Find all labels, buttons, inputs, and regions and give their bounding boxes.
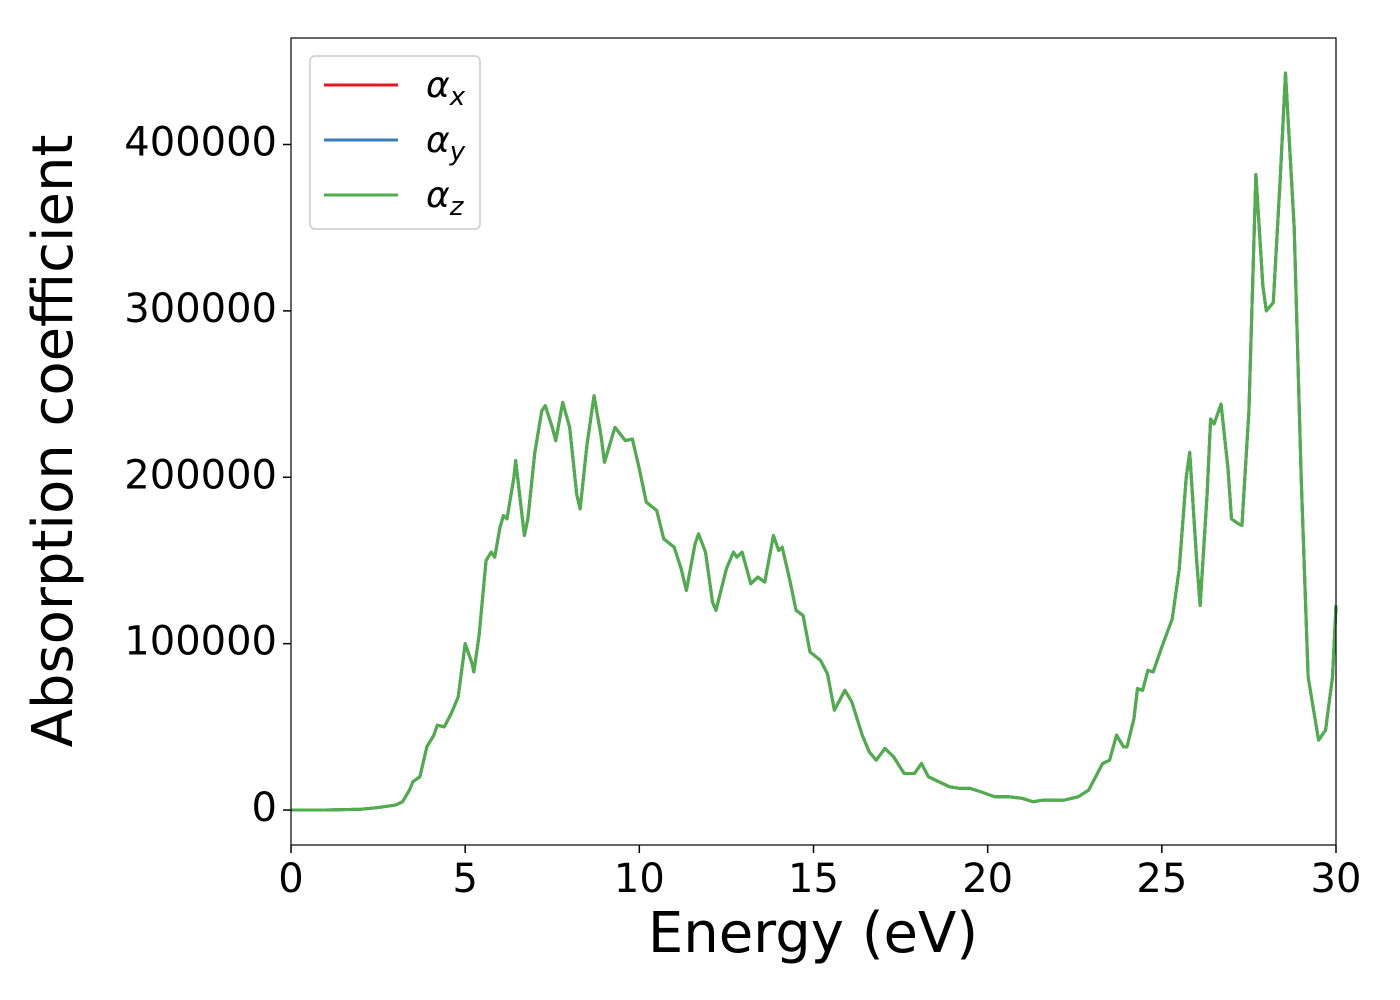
y-axis-label: Absorption coefficient — [21, 135, 86, 748]
y-tick-label: 100000 — [124, 619, 277, 665]
y-tick-label: 0 — [252, 785, 277, 831]
x-tick-label: 15 — [788, 856, 839, 902]
x-tick-label: 10 — [614, 856, 665, 902]
legend-label: αx — [426, 65, 466, 112]
plot-frame — [290, 37, 1337, 846]
data-line — [291, 71, 1338, 812]
y-tick-label: 300000 — [124, 286, 277, 332]
x-tick-label: 25 — [1136, 856, 1187, 902]
legend-label: αy — [426, 120, 466, 167]
y-tick-label: 400000 — [124, 119, 277, 165]
x-tick-label: 30 — [1311, 856, 1362, 902]
legend: αx αy αz — [309, 55, 481, 230]
x-axis-label: Energy (eV) — [648, 901, 978, 966]
legend-frame — [309, 55, 481, 230]
legend-label: αz — [426, 175, 465, 222]
x-tick-label: 0 — [278, 856, 303, 902]
x-tick-label: 20 — [962, 856, 1013, 902]
x-tick-label: 5 — [452, 856, 477, 902]
y-tick-label: 200000 — [124, 452, 277, 498]
